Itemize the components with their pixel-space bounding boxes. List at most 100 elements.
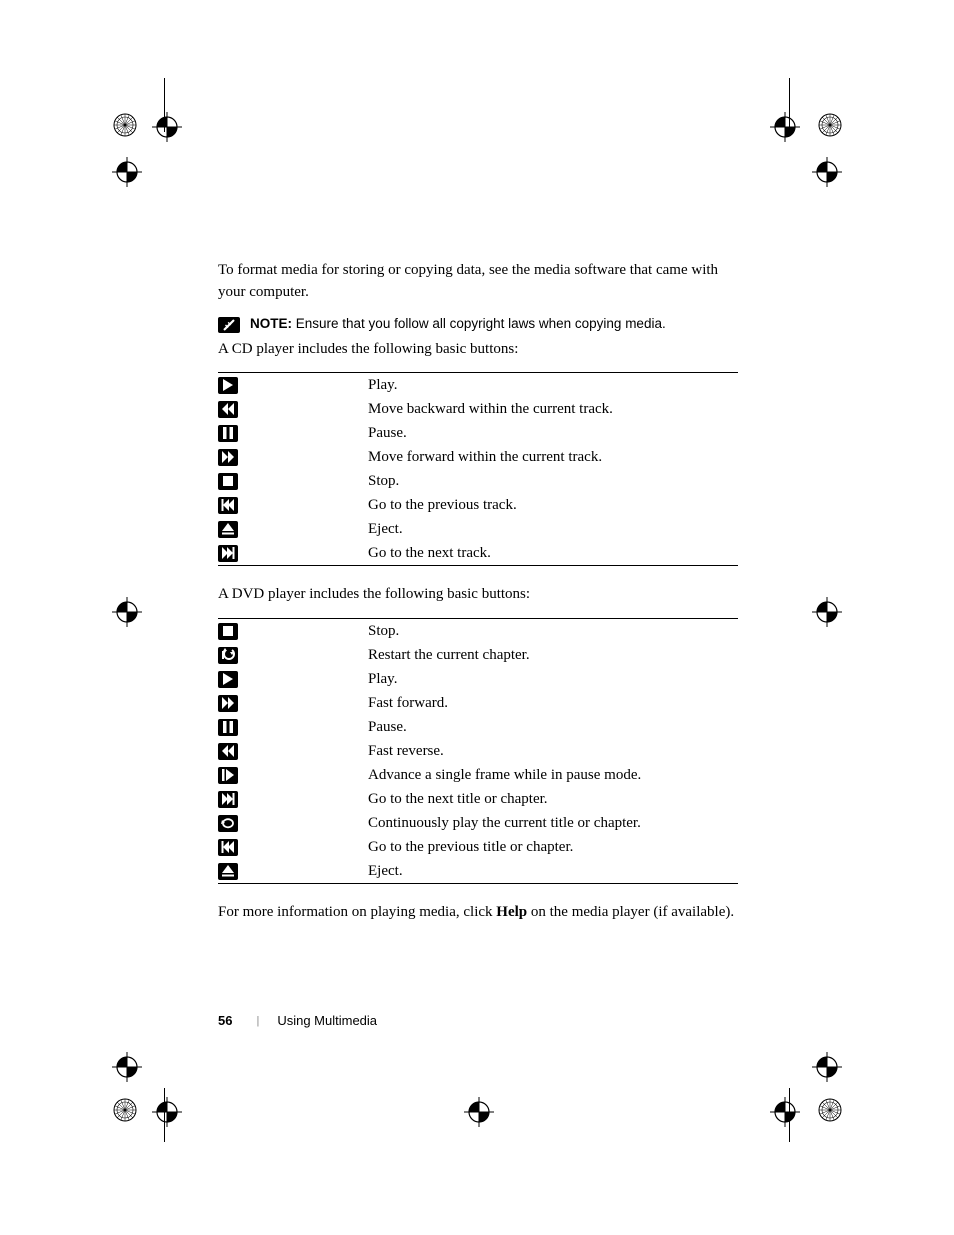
play-icon [218,671,238,688]
icon-cell [218,497,368,514]
crop-line [789,1088,790,1142]
button-description: Eject. [368,863,403,880]
footer-section: Using Multimedia [277,1013,377,1028]
outro-prefix: For more information on playing media, c… [218,904,496,920]
regmark-br [815,1095,845,1125]
dvd-buttons-table: Stop. Restart the current chapter. Play. Fa… [218,618,738,884]
icon-cell [218,377,368,394]
page-footer: 56 | Using Multimedia [218,1013,377,1028]
footer-separator: | [256,1015,259,1027]
regmark-bl [110,1095,140,1125]
button-description: Pause. [368,425,407,442]
frame-advance-icon [218,767,238,784]
page-number: 56 [218,1013,232,1028]
button-row: Pause. [218,715,738,739]
icon-cell [218,647,368,664]
button-row: Eject. [218,859,738,883]
pause-icon [218,719,238,736]
eject-icon [218,863,238,880]
restart-icon [218,647,238,664]
crossmark-br [768,1095,802,1129]
fast-forward-icon [218,449,238,466]
dvd-intro: A DVD player includes the following basi… [218,584,738,606]
cd-intro: A CD player includes the following basic… [218,339,738,361]
button-row: Advance a single frame while in pause mo… [218,763,738,787]
icon-cell [218,623,368,640]
button-description: Fast forward. [368,695,448,712]
eject-icon [218,521,238,538]
icon-cell [218,719,368,736]
icon-cell [218,425,368,442]
icon-cell [218,743,368,760]
button-description: Continuously play the current title or c… [368,815,641,832]
icon-cell [218,839,368,856]
icon-cell [218,449,368,466]
button-description: Stop. [368,623,399,640]
button-row: Go to the previous track. [218,493,738,517]
button-description: Play. [368,671,397,688]
fast-forward-icon [218,695,238,712]
note-body: Ensure that you follow all copyright law… [296,316,666,331]
outro-help: Help [496,904,527,920]
button-row: Stop. [218,469,738,493]
crossmark-br2 [810,1050,844,1084]
button-description: Go to the previous track. [368,497,517,514]
button-row: Move forward within the current track. [218,445,738,469]
regmark-tr [815,110,845,140]
table-rule-bottom [218,883,738,884]
button-description: Play. [368,377,397,394]
button-description: Stop. [368,473,399,490]
crossmark-bc [462,1095,496,1129]
stop-icon [218,623,238,640]
button-row: Move backward within the current track. [218,397,738,421]
crossmark-ml [110,595,144,629]
icon-cell [218,695,368,712]
button-row: Pause. [218,421,738,445]
crossmark-bl [150,1095,184,1129]
stop-icon [218,473,238,490]
button-row: Go to the next track. [218,541,738,565]
button-row: Restart the current chapter. [218,643,738,667]
button-description: Eject. [368,521,403,538]
button-row: Play. [218,667,738,691]
next-track-icon [218,791,238,808]
icon-cell [218,545,368,562]
play-icon [218,377,238,394]
icon-cell [218,401,368,418]
crossmark-tl2 [110,155,144,189]
note-label: NOTE: [250,316,292,331]
crop-line [789,78,790,132]
table-rule-bottom [218,565,738,566]
button-description: Move forward within the current track. [368,449,602,466]
pause-icon [218,425,238,442]
button-description: Move backward within the current track. [368,401,613,418]
repeat-icon [218,815,238,832]
crossmark-tl [150,110,184,144]
button-row: Go to the previous title or chapter. [218,835,738,859]
crossmark-bl2 [110,1050,144,1084]
button-row: Go to the next title or chapter. [218,787,738,811]
crossmark-mr [810,595,844,629]
outro-suffix: on the media player (if available). [527,904,734,920]
button-row: Continuously play the current title or c… [218,811,738,835]
crossmark-tr [768,110,802,144]
button-description: Restart the current chapter. [368,647,530,664]
button-row: Eject. [218,517,738,541]
icon-cell [218,473,368,490]
button-description: Advance a single frame while in pause mo… [368,767,641,784]
button-row: Fast forward. [218,691,738,715]
fast-reverse-icon [218,743,238,760]
button-row: Play. [218,373,738,397]
icon-cell [218,671,368,688]
button-description: Fast reverse. [368,743,444,760]
button-description: Go to the next title or chapter. [368,791,548,808]
crop-line [164,78,165,132]
icon-cell [218,767,368,784]
prev-track-icon [218,497,238,514]
button-description: Go to the previous title or chapter. [368,839,573,856]
crossmark-tr2 [810,155,844,189]
note-block: NOTE: Ensure that you follow all copyrig… [218,316,738,333]
button-row: Stop. [218,619,738,643]
page-content: To format media for storing or copying d… [218,260,738,936]
fast-reverse-icon [218,401,238,418]
